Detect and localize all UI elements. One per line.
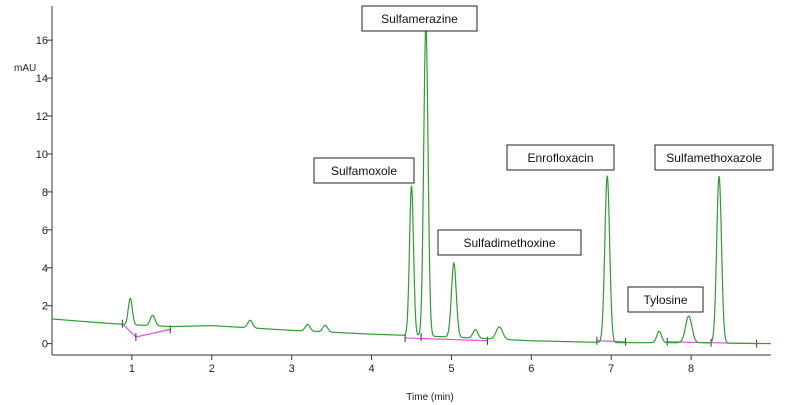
x-tick-label: 3: [289, 363, 295, 375]
peak-label-text: Sulfadimethoxine: [463, 236, 555, 250]
peak-label-box: Sulfamethoxazole: [654, 144, 774, 171]
peak-label-text: Tylosine: [643, 293, 687, 307]
peak-label-text: Sulfamethoxazole: [666, 151, 762, 165]
chromatogram-trace: [51, 24, 772, 345]
y-tick-label: 10: [36, 149, 48, 161]
chart-axes: [51, 6, 771, 356]
x-tick-label: 5: [448, 363, 454, 375]
x-axis-title: Time (min): [406, 392, 453, 403]
x-tick-label: 7: [608, 363, 614, 375]
integration-baseline: [405, 337, 488, 342]
y-tick-label: 14: [36, 73, 48, 85]
y-tick-label: 2: [42, 301, 48, 313]
integration-baselines: [121, 319, 758, 348]
peak-labels: Sulfamerazine Sulfamoxole Sulfadimethoxi…: [313, 5, 774, 313]
x-tick-label: 2: [209, 363, 215, 375]
x-tick-label: 1: [129, 363, 135, 375]
x-tick-label: 4: [368, 363, 374, 375]
peak-label-box: Enrofloxacin: [506, 144, 615, 171]
peak-label-text: Sulfamerazine: [381, 12, 458, 26]
y-tick-label: 6: [42, 225, 48, 237]
x-tick-label: 8: [688, 363, 694, 375]
peak-label-box: Sulfadimethoxine: [437, 229, 582, 256]
peak-label-box: Tylosine: [627, 286, 704, 313]
peak-label-text: Enrofloxacin: [527, 151, 593, 165]
y-tick-label: 4: [42, 263, 48, 275]
peak-label-box: Sulfamoxole: [313, 157, 415, 184]
peak-label-text: Sulfamoxole: [331, 164, 397, 178]
integration-baseline: [596, 340, 626, 343]
x-tick-label: 6: [528, 363, 534, 375]
y-tick-label: 16: [36, 35, 48, 47]
y-axis-title: mAU: [14, 63, 36, 74]
y-tick-label: 12: [36, 111, 48, 123]
y-tick-label: 8: [42, 187, 48, 199]
y-tick-label: 0: [42, 339, 48, 351]
peak-label-box: Sulfamerazine: [361, 5, 478, 32]
